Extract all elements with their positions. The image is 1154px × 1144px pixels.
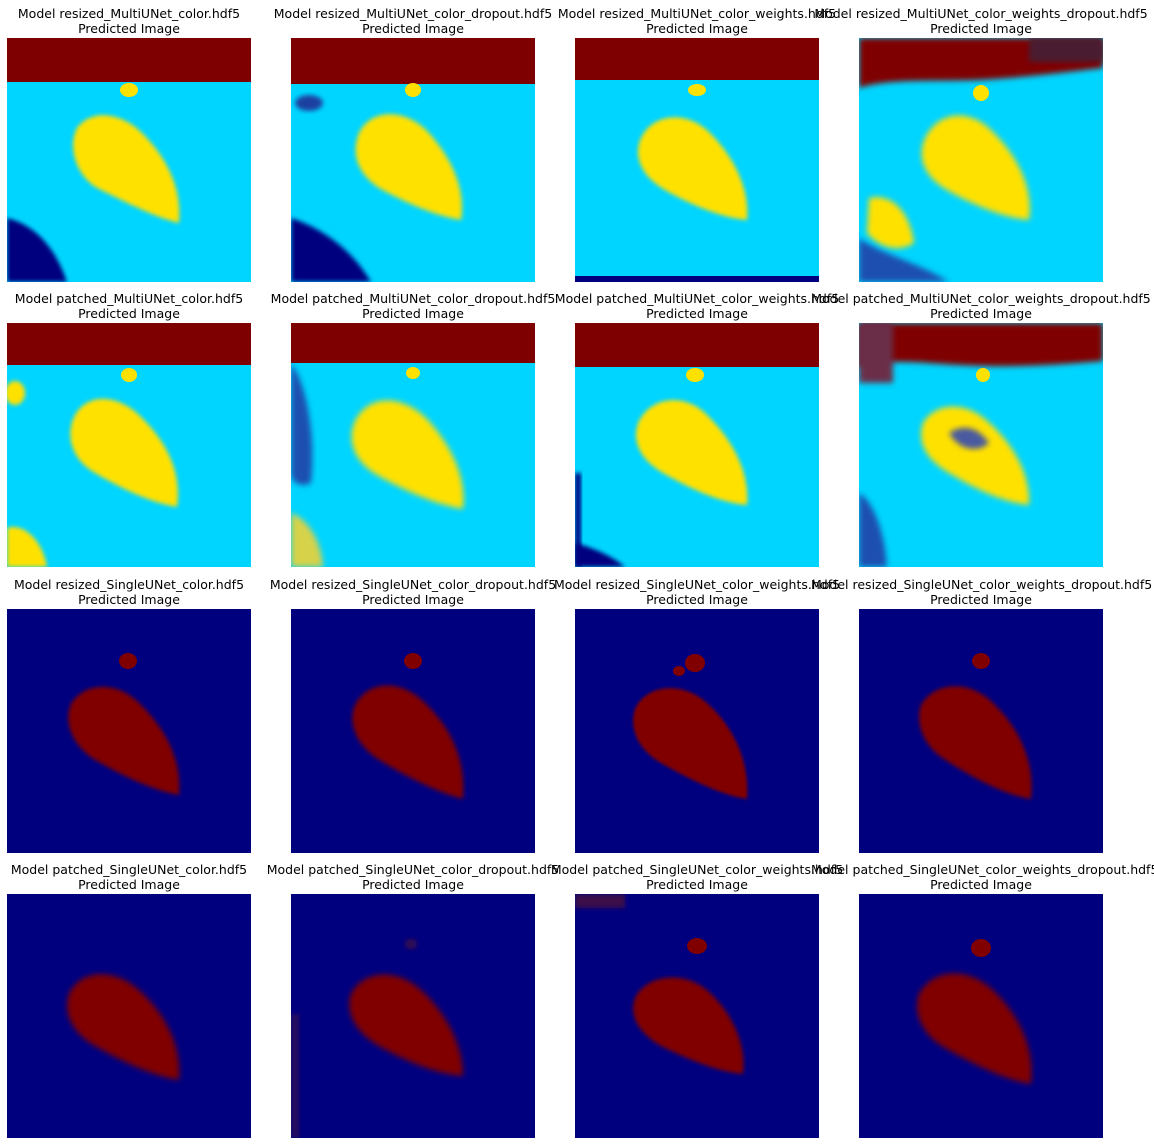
panel-subtitle: Predicted Image	[646, 592, 748, 607]
panel-title: Model resized_MultiUNet_color_dropout.hd…	[273, 6, 553, 21]
prediction-image	[7, 894, 251, 1138]
prediction-image	[7, 323, 251, 567]
panel-title: Model resized_SingleUNet_color_dropout.h…	[269, 577, 557, 592]
panel-cell-14: Model patched_SingleUNet_color_dropout.h…	[267, 862, 559, 1138]
prediction-image	[575, 609, 819, 853]
panel-title: Model patched_MultiUNet_color_weights.hd…	[554, 291, 840, 306]
panel-title: Model resized_MultiUNet_color_weights_dr…	[814, 6, 1148, 21]
prediction-image	[575, 894, 819, 1138]
panel-subtitle: Predicted Image	[78, 306, 180, 321]
panel-title: Model resized_SingleUNet_color.hdf5	[13, 577, 245, 592]
panel-subtitle: Predicted Image	[646, 21, 748, 36]
panel-cell-13: Model patched_SingleUNet_color.hdf5 Pred…	[7, 862, 251, 1138]
panel-subtitle: Predicted Image	[930, 306, 1032, 321]
panel-subtitle: Predicted Image	[362, 21, 464, 36]
prediction-image	[291, 609, 535, 853]
panel-subtitle: Predicted Image	[78, 877, 180, 892]
panel-title: Model resized_SingleUNet_color_weights.h…	[553, 577, 841, 592]
panel-title: Model resized_MultiUNet_color_weights.hd…	[557, 6, 837, 21]
panel-cell-15: Model patched_SingleUNet_color_weights.h…	[551, 862, 843, 1138]
panel-cell-8: Model patched_MultiUNet_color_weights_dr…	[811, 291, 1151, 567]
panel-subtitle: Predicted Image	[362, 877, 464, 892]
panel-subtitle: Predicted Image	[646, 877, 748, 892]
prediction-image	[859, 323, 1103, 567]
panel-title: Model patched_SingleUNet_color_weights_d…	[811, 862, 1154, 877]
prediction-image	[859, 609, 1103, 853]
panel-title: Model resized_SingleUNet_color_weights_d…	[811, 577, 1153, 592]
panel-title: Model patched_MultiUNet_color_dropout.hd…	[270, 291, 556, 306]
prediction-image	[859, 38, 1103, 282]
panel-subtitle: Predicted Image	[930, 877, 1032, 892]
panel-cell-12: Model resized_SingleUNet_color_weights_d…	[811, 577, 1152, 853]
panel-title: Model patched_SingleUNet_color.hdf5	[10, 862, 248, 877]
panel-subtitle: Predicted Image	[362, 592, 464, 607]
panel-subtitle: Predicted Image	[646, 306, 748, 321]
prediction-image	[575, 38, 819, 282]
panel-subtitle: Predicted Image	[78, 592, 180, 607]
panel-cell-3: Model resized_MultiUNet_color_weights.hd…	[558, 6, 836, 282]
panel-cell-2: Model resized_MultiUNet_color_dropout.hd…	[274, 6, 552, 282]
panel-subtitle: Predicted Image	[930, 592, 1032, 607]
prediction-image	[575, 323, 819, 567]
prediction-image	[291, 323, 535, 567]
panel-title: Model resized_MultiUNet_color.hdf5	[17, 6, 241, 21]
prediction-image	[291, 38, 535, 282]
panel-cell-1: Model resized_MultiUNet_color.hdf5 Predi…	[7, 6, 251, 282]
panel-subtitle: Predicted Image	[930, 21, 1032, 36]
panel-cell-5: Model patched_MultiUNet_color.hdf5 Predi…	[7, 291, 251, 567]
prediction-image	[291, 894, 535, 1138]
panel-title: Model patched_MultiUNet_color_weights_dr…	[811, 291, 1151, 306]
prediction-image	[7, 609, 251, 853]
panel-cell-9: Model resized_SingleUNet_color.hdf5 Pred…	[7, 577, 251, 853]
panel-title: Model patched_SingleUNet_color_weights.h…	[550, 862, 844, 877]
panel-subtitle: Predicted Image	[78, 21, 180, 36]
panel-cell-6: Model patched_MultiUNet_color_dropout.hd…	[271, 291, 555, 567]
panel-cell-11: Model resized_SingleUNet_color_weights.h…	[554, 577, 840, 853]
prediction-image	[7, 38, 251, 282]
panel-cell-4: Model resized_MultiUNet_color_weights_dr…	[814, 6, 1148, 282]
panel-title: Model patched_SingleUNet_color_dropout.h…	[266, 862, 560, 877]
prediction-image	[859, 894, 1103, 1138]
panel-cell-7: Model patched_MultiUNet_color_weights.hd…	[555, 291, 839, 567]
panel-subtitle: Predicted Image	[362, 306, 464, 321]
panel-cell-10: Model resized_SingleUNet_color_dropout.h…	[270, 577, 556, 853]
panel-title: Model patched_MultiUNet_color.hdf5	[14, 291, 244, 306]
panel-cell-16: Model patched_SingleUNet_color_weights_d…	[811, 862, 1154, 1138]
